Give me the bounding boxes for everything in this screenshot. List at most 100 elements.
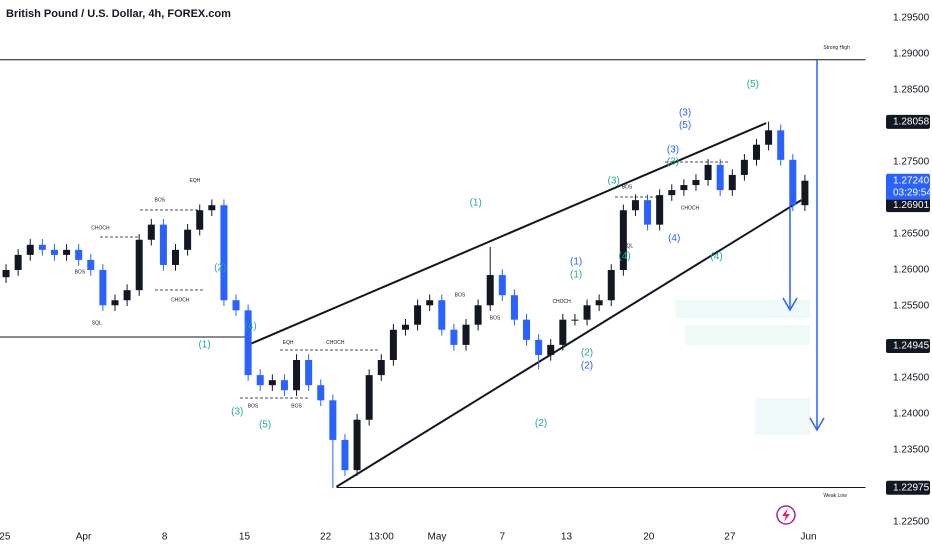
annotation: EQL <box>623 244 633 250</box>
candle-body <box>644 200 652 225</box>
level-label: Weak Low <box>823 493 847 499</box>
y-tick-label: 1.29000 <box>893 49 930 60</box>
dashed-structure <box>100 161 730 399</box>
annotation: BOS <box>455 293 466 299</box>
candle-body <box>777 130 785 160</box>
candle-body <box>631 200 639 211</box>
candle-body <box>159 224 167 265</box>
x-tick-label: 25 <box>0 532 11 543</box>
price-label: 1.28058 <box>893 116 930 127</box>
trendline <box>247 122 767 346</box>
annotation: BOS <box>75 269 86 275</box>
icon-ring <box>776 505 796 525</box>
candle-body <box>280 380 288 391</box>
candle-body <box>789 159 797 206</box>
annotation: EQH <box>283 340 294 346</box>
candle-body <box>619 210 627 270</box>
x-tick-label: May <box>427 532 446 543</box>
candle-body <box>801 180 809 206</box>
x-tick-label: 8 <box>162 532 168 543</box>
annotation: CHOCH <box>326 340 345 346</box>
icon-bolt <box>782 508 790 522</box>
x-tick-label: 13 <box>561 532 573 543</box>
candle-body <box>87 259 95 270</box>
annotation: (5) <box>679 120 691 131</box>
annotation: (1) <box>198 340 210 351</box>
y-tick-label: 1.28500 <box>893 85 930 96</box>
candle-body <box>244 310 252 376</box>
x-tick-label: 22 <box>320 532 332 543</box>
candle-body <box>510 295 518 320</box>
candle-body <box>668 190 676 196</box>
candle-body <box>450 329 458 345</box>
annotation: BOS <box>490 316 501 322</box>
price-label-box <box>886 114 930 129</box>
candle-body <box>728 174 736 191</box>
candle-body <box>208 205 216 211</box>
candle-body <box>692 180 700 186</box>
candle-body <box>123 290 131 301</box>
trendline <box>335 199 802 488</box>
candle-body <box>704 164 712 180</box>
candle-body <box>377 360 385 376</box>
y-tick-label: 1.27500 <box>893 157 930 168</box>
candle-body <box>547 344 555 355</box>
candle-body <box>571 319 579 321</box>
y-tick-label: 1.23500 <box>893 445 930 456</box>
candle-body <box>63 249 71 255</box>
chart-title: British Pound / U.S. Dollar, 4h, FOREX.c… <box>6 8 231 20</box>
candle-body <box>353 419 361 471</box>
candle-body <box>2 270 10 278</box>
y-tick-label: 1.24500 <box>893 373 930 384</box>
y-tick-label: 1.29500 <box>893 13 930 24</box>
candle-body <box>401 324 409 330</box>
annotation: (2) <box>581 347 593 358</box>
annotation: (2) <box>581 360 593 371</box>
zone <box>755 398 810 435</box>
countdown: 03:29:54 <box>893 187 932 198</box>
annotation: (1) <box>470 198 482 209</box>
annotation: (1) <box>570 257 582 268</box>
candle-body <box>184 229 192 250</box>
candle-body <box>14 254 22 270</box>
arrows <box>782 60 825 432</box>
candle-body <box>535 339 543 355</box>
candle-body <box>474 305 482 325</box>
annotation: (2) <box>214 262 226 273</box>
y-tick-label: 1.24000 <box>893 409 930 420</box>
x-tick-label: 20 <box>643 532 655 543</box>
annotation: (3) <box>667 144 679 155</box>
price-label-box <box>886 338 930 353</box>
candle-body <box>317 385 325 401</box>
candle-body <box>680 185 688 191</box>
candle-body <box>99 270 107 306</box>
candle-body <box>595 300 603 306</box>
candle-body <box>656 195 664 225</box>
candle-body <box>220 205 228 301</box>
annotation: (3) <box>231 406 243 417</box>
candle-body <box>38 244 46 250</box>
annotation: (5) <box>259 419 271 430</box>
x-tick-label: Apr <box>76 532 92 543</box>
candle-body <box>523 319 531 340</box>
annotation: SQL <box>92 321 102 327</box>
annotation: (4) <box>244 321 256 332</box>
candle-body <box>256 375 264 386</box>
x-tick-label: 7 <box>500 532 506 543</box>
annotation: (4) <box>710 252 722 263</box>
zone <box>675 300 810 318</box>
y-tick-label: 1.22500 <box>893 517 930 528</box>
candle-body <box>111 300 119 306</box>
candle-body <box>135 239 143 291</box>
y-tick-label: 1.25500 <box>893 301 930 312</box>
candle-body <box>305 360 313 386</box>
candle-body <box>268 380 276 386</box>
annotation: (4) <box>618 251 630 262</box>
price-label-box <box>886 480 930 495</box>
candle-body <box>341 439 349 471</box>
x-tick-label: Jun <box>800 532 816 543</box>
annotation: (5) <box>747 79 759 90</box>
y-tick-label: 1.26000 <box>893 265 930 276</box>
